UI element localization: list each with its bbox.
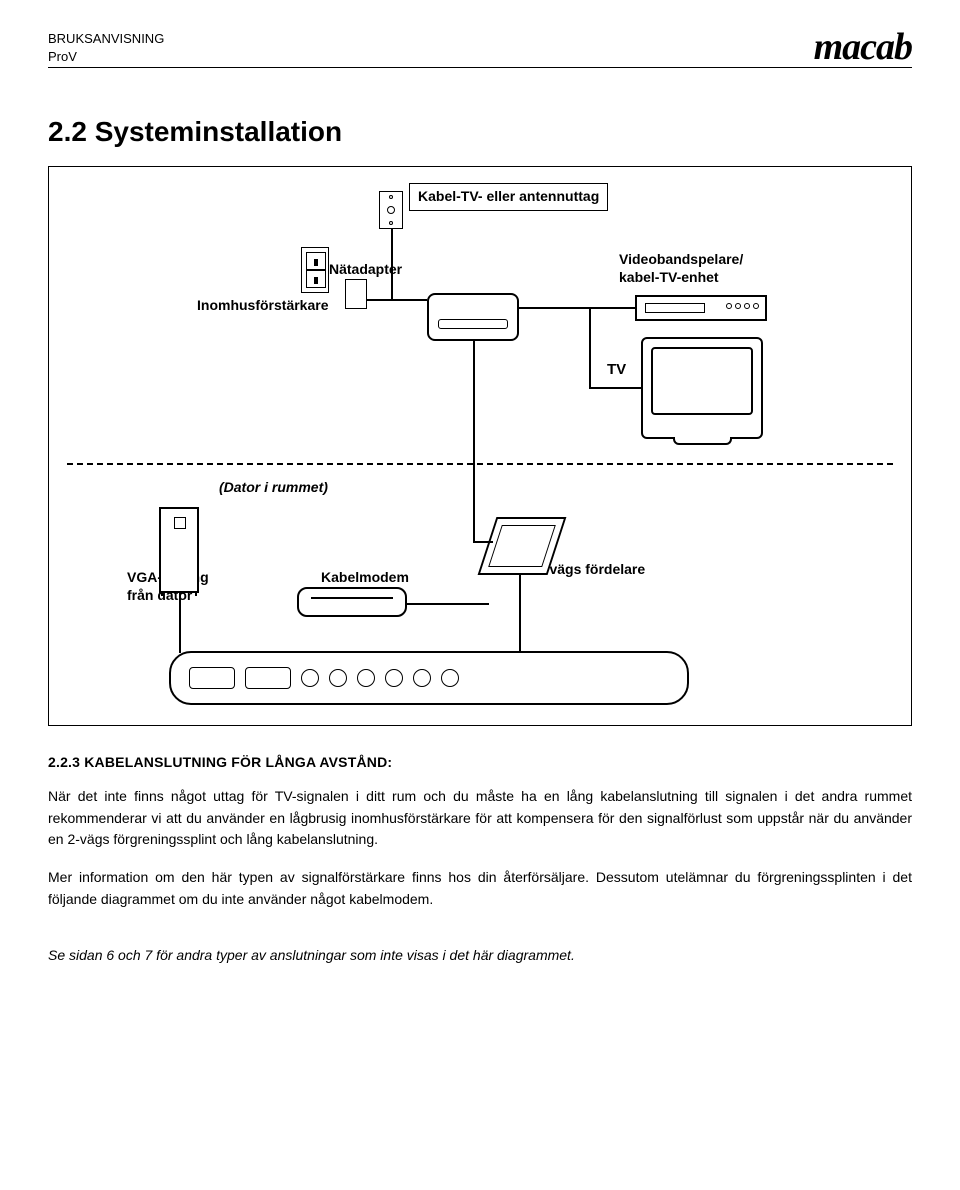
doc-type: BRUKSANVISNING (48, 30, 164, 48)
wire-icon (367, 299, 427, 301)
converter-box-icon (169, 651, 689, 705)
wire-icon (519, 575, 521, 653)
label-tv: TV (607, 361, 626, 380)
paragraph-1: När det inte finns något uttag för TV-si… (48, 786, 912, 851)
amplifier-icon (427, 293, 519, 341)
room-divider (67, 463, 893, 465)
brand-logo: macab (814, 30, 912, 64)
wire-icon (589, 307, 591, 387)
wire-icon (473, 541, 493, 543)
wire-icon (589, 387, 641, 389)
header-left: BRUKSANVISNING ProV (48, 30, 164, 65)
label-modem: Kabelmodem (321, 569, 409, 587)
label-room: (Dator i rummet) (219, 479, 328, 497)
label-amplifier: Inomhusförstärkare (197, 297, 328, 315)
label-splitter: 2-vägs fördelare (537, 561, 645, 579)
power-outlet-icon (301, 247, 329, 293)
coax-wallplate-icon (379, 191, 403, 229)
section-title: 2.2 Systeminstallation (48, 116, 912, 148)
paragraph-2: Mer information om den här typen av sign… (48, 867, 912, 910)
page-header: BRUKSANVISNING ProV macab (48, 30, 912, 68)
footer-note: Se sidan 6 och 7 för andra typer av ansl… (48, 947, 912, 963)
system-diagram: Kabel-TV- eller antennuttag Nätadapter I… (48, 166, 912, 726)
tv-icon (641, 337, 763, 439)
product-name: ProV (48, 48, 164, 66)
wire-icon (519, 307, 635, 309)
vcr-icon (635, 295, 767, 321)
wire-icon (179, 593, 181, 653)
pc-tower-icon (159, 507, 199, 593)
modem-icon (297, 587, 407, 617)
adapter-icon (345, 279, 367, 309)
label-vcr: Videobandspelare/ kabel-TV-enhet (619, 251, 743, 286)
label-cable-outlet: Kabel-TV- eller antennuttag (409, 183, 608, 211)
wire-icon (473, 341, 475, 541)
wire-icon (391, 229, 393, 299)
subsection-heading: 2.2.3 KABELANSLUTNING FÖR LÅNGA AVSTÅND: (48, 754, 912, 770)
wire-icon (407, 603, 489, 605)
